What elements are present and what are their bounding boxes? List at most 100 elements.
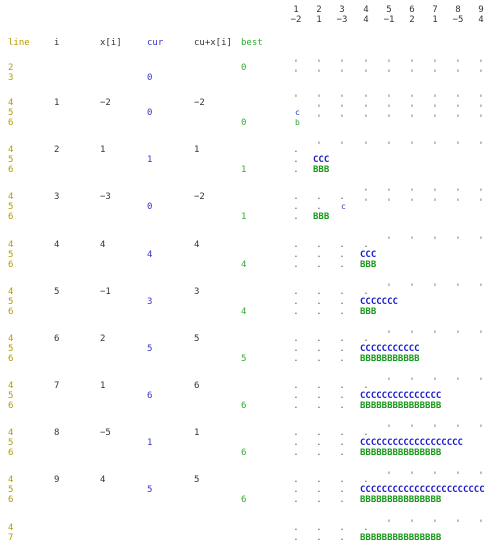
array-tick: ' bbox=[455, 471, 461, 481]
best-marker: b bbox=[295, 118, 300, 127]
i-value: 3 bbox=[54, 192, 60, 202]
array-tick: ' bbox=[432, 330, 438, 340]
array-dot: . bbox=[339, 381, 345, 391]
array-tick: ' bbox=[363, 69, 369, 79]
best-value: 0 bbox=[241, 118, 247, 128]
array-tick: ' bbox=[432, 424, 438, 434]
line-number: 6 bbox=[8, 118, 14, 128]
array-tick: ' bbox=[386, 114, 392, 124]
array-tick: ' bbox=[386, 94, 392, 104]
array-tick: ' bbox=[293, 94, 299, 104]
array-value: 4 bbox=[363, 15, 369, 25]
line-number: 3 bbox=[8, 73, 14, 83]
array-dot: . bbox=[339, 495, 345, 505]
line-number: 7 bbox=[8, 533, 14, 543]
array-tick: ' bbox=[293, 69, 299, 79]
array-dot: . bbox=[339, 260, 345, 270]
array-dot: . bbox=[339, 192, 345, 202]
x-value: −1 bbox=[100, 287, 111, 297]
cur-value: 0 bbox=[147, 202, 153, 212]
array-tick: ' bbox=[409, 519, 415, 529]
array-tick: ' bbox=[363, 59, 369, 69]
array-value: 2 bbox=[409, 15, 415, 25]
cur-value: 0 bbox=[147, 73, 153, 83]
array-value: −1 bbox=[383, 15, 395, 25]
line-number: 4 bbox=[8, 192, 14, 202]
array-tick: ' bbox=[409, 198, 415, 208]
i-value: 7 bbox=[54, 381, 60, 391]
array-dot: . bbox=[293, 523, 299, 533]
array-dot: . bbox=[293, 344, 299, 354]
line-number: 2 bbox=[8, 63, 14, 73]
array-tick: ' bbox=[409, 424, 415, 434]
array-value: −5 bbox=[452, 15, 464, 25]
x-value: 4 bbox=[100, 475, 106, 485]
array-value: 4 bbox=[478, 15, 484, 25]
header-i-label: i bbox=[54, 38, 60, 48]
array-tick: ' bbox=[409, 104, 415, 114]
line-number: 4 bbox=[8, 287, 14, 297]
array-tick: ' bbox=[455, 188, 461, 198]
array-tick: ' bbox=[478, 59, 484, 69]
cur-value: 3 bbox=[147, 297, 153, 307]
array-dot: . bbox=[293, 391, 299, 401]
array-dot: . bbox=[293, 475, 299, 485]
array-dot: . bbox=[293, 381, 299, 391]
array-tick: ' bbox=[432, 188, 438, 198]
array-index: 8 bbox=[455, 5, 461, 15]
array-dot: . bbox=[316, 287, 322, 297]
sum-value: 5 bbox=[194, 475, 200, 485]
line-number: 4 bbox=[8, 145, 14, 155]
best-value: 6 bbox=[241, 448, 247, 458]
i-value: 4 bbox=[54, 240, 60, 250]
line-number: 4 bbox=[8, 334, 14, 344]
array-dot: . bbox=[316, 260, 322, 270]
array-dot: . bbox=[293, 401, 299, 411]
line-number: 5 bbox=[8, 108, 14, 118]
sum-value: 4 bbox=[194, 240, 200, 250]
sum-value: 5 bbox=[194, 334, 200, 344]
array-tick: ' bbox=[386, 59, 392, 69]
x-value: 1 bbox=[100, 381, 106, 391]
array-tick: ' bbox=[432, 236, 438, 246]
array-dot: . bbox=[293, 485, 299, 495]
array-dot: . bbox=[316, 438, 322, 448]
best-value: 0 bbox=[241, 63, 247, 73]
array-dot: . bbox=[293, 334, 299, 344]
array-dot: . bbox=[316, 401, 322, 411]
best-value: 4 bbox=[241, 260, 247, 270]
line-number: 5 bbox=[8, 250, 14, 260]
cur-range-bar: CCCCCCCCCCCCCCC bbox=[360, 391, 442, 401]
array-tick: ' bbox=[478, 198, 484, 208]
line-number: 4 bbox=[8, 475, 14, 485]
array-value: −3 bbox=[336, 15, 348, 25]
sum-value: 6 bbox=[194, 381, 200, 391]
array-tick: ' bbox=[478, 94, 484, 104]
array-tick: ' bbox=[386, 198, 392, 208]
array-dot: . bbox=[339, 428, 345, 438]
header-best-label: best bbox=[241, 38, 263, 48]
array-tick: ' bbox=[478, 141, 484, 151]
array-tick: ' bbox=[432, 141, 438, 151]
array-tick: ' bbox=[432, 94, 438, 104]
cur-value: 4 bbox=[147, 250, 153, 260]
array-dot: . bbox=[293, 428, 299, 438]
array-dot: . bbox=[293, 212, 299, 222]
array-dot: . bbox=[293, 448, 299, 458]
line-number: 6 bbox=[8, 401, 14, 411]
cur-value: 0 bbox=[147, 108, 153, 118]
array-dot: . bbox=[339, 354, 345, 364]
array-tick: ' bbox=[386, 471, 392, 481]
array-tick: ' bbox=[363, 198, 369, 208]
array-dot: . bbox=[316, 381, 322, 391]
header-cur-label: cur bbox=[147, 38, 164, 48]
array-tick: ' bbox=[339, 94, 345, 104]
array-dot: . bbox=[316, 523, 322, 533]
array-dot: . bbox=[293, 287, 299, 297]
array-dot: . bbox=[316, 202, 322, 212]
array-dot: . bbox=[363, 240, 369, 250]
cur-value: 1 bbox=[147, 438, 153, 448]
array-tick: ' bbox=[339, 69, 345, 79]
array-tick: ' bbox=[455, 114, 461, 124]
array-dot: . bbox=[316, 192, 322, 202]
